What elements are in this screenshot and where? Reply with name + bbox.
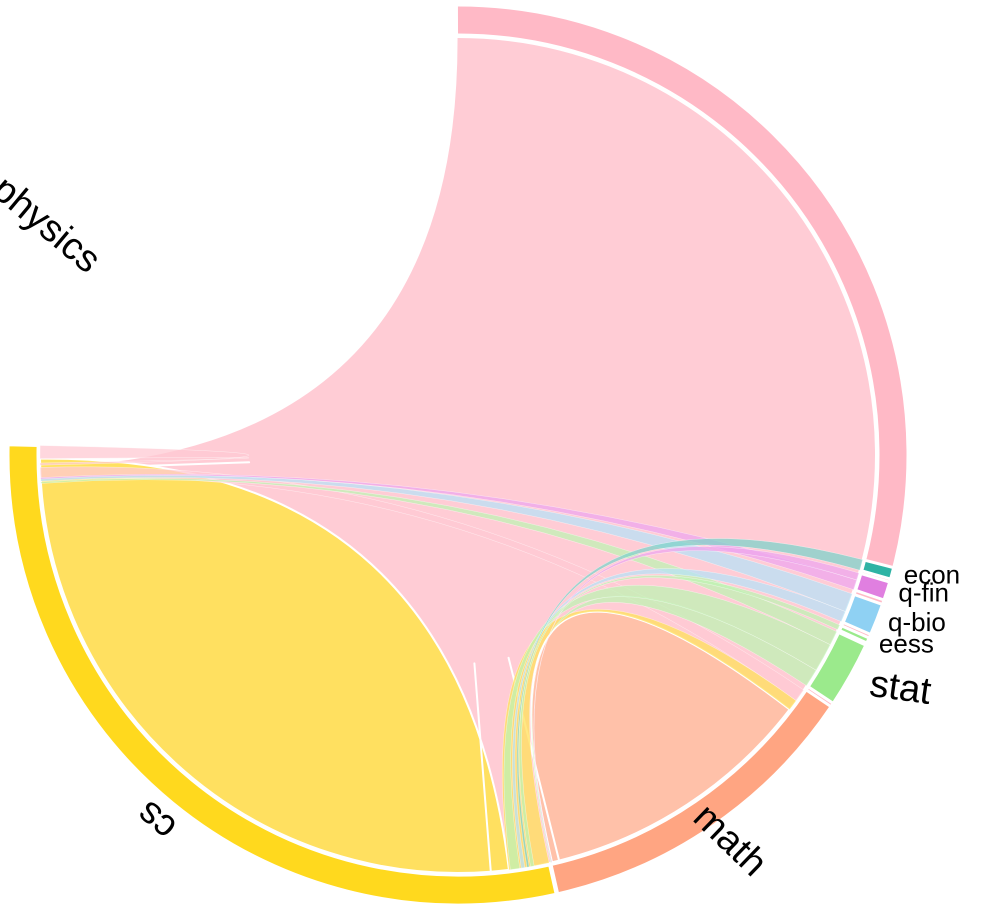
arc-stat (806, 630, 868, 706)
ribbon-cs-cs (39, 457, 511, 874)
ribbon-cs-math (502, 609, 797, 871)
arc-math (549, 687, 834, 896)
arc-q-bio (841, 592, 885, 637)
arc-eess (837, 623, 872, 646)
arc-cs (6, 443, 558, 907)
label-econ: econ (904, 559, 960, 589)
arc-q-fin (853, 571, 892, 602)
group-arcs (6, 3, 910, 907)
chord-ribbons (39, 35, 877, 874)
ribbon-math-math (507, 610, 792, 864)
label-q-bio: q-bio (888, 607, 946, 637)
arc-econ (859, 558, 896, 581)
label-stat: stat (867, 663, 934, 713)
label-eess: eess (879, 628, 934, 658)
label-physics: physics (0, 168, 108, 282)
label-q-fin: q-fin (898, 578, 949, 608)
ribbon-physics-cs (39, 445, 250, 466)
